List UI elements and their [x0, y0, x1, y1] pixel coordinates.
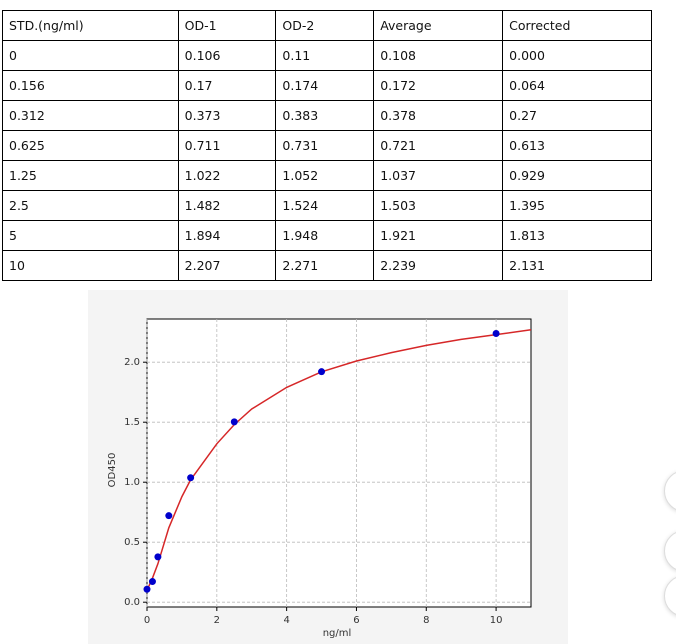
- y-tick-label: 0.5: [124, 537, 140, 548]
- table-cell: 0.711: [177, 130, 277, 161]
- y-tick-label: 2.0: [124, 357, 140, 368]
- x-tick-label: 4: [283, 615, 289, 626]
- table-row: 0.312 0.373 0.383 0.378 0.27: [2, 100, 652, 131]
- table-cell: 0.312: [2, 100, 179, 131]
- x-tick-label: 0: [144, 615, 150, 626]
- y-axis-label: OD450: [107, 453, 118, 488]
- table-cell: 2.239: [373, 250, 504, 281]
- table-cell: 0.106: [177, 40, 277, 71]
- y-tick-label: 1.5: [124, 417, 140, 428]
- table-row: 0 0.106 0.11 0.108 0.000: [2, 40, 652, 71]
- table-cell: 2.5: [2, 190, 179, 221]
- x-tick-label: 10: [490, 615, 503, 626]
- table-cell: 0.929: [502, 160, 652, 191]
- y-tick-label: 1.0: [124, 477, 140, 488]
- data-point: [154, 553, 162, 561]
- data-point: [492, 330, 500, 338]
- table-cell: 2.131: [502, 250, 652, 281]
- fit-curve: [146, 329, 532, 591]
- table-cell: Average: [373, 10, 504, 41]
- table-cell: 2.207: [177, 250, 277, 281]
- table-cell: Corrected: [502, 10, 652, 41]
- table-cell: STD.(ng/ml): [2, 10, 179, 41]
- table-cell: 1.921: [373, 220, 504, 251]
- data-point: [230, 418, 238, 426]
- table-row: 5 1.894 1.948 1.921 1.813: [2, 220, 652, 251]
- table-cell: 1.022: [177, 160, 277, 191]
- table-cell: 1.037: [373, 160, 504, 191]
- table-cell: 1.813: [502, 220, 652, 251]
- data-table: STD.(ng/ml) OD-1 OD-2 Average Corrected 0 0.10…: [2, 10, 652, 281]
- table-row: 10 2.207 2.271 2.239 2.131: [2, 250, 652, 281]
- table-cell: 0: [2, 40, 179, 71]
- y-tick-label: 0.0: [124, 597, 140, 608]
- table-header-row: STD.(ng/ml) OD-1 OD-2 Average Corrected: [2, 10, 652, 41]
- x-tick-label: 2: [214, 615, 220, 626]
- table-cell: 0.174: [275, 70, 375, 101]
- table-cell: 1.948: [275, 220, 375, 251]
- data-point: [165, 512, 173, 520]
- table-cell: 0.11: [275, 40, 375, 71]
- data-point: [148, 578, 156, 586]
- table-cell: 0.172: [373, 70, 504, 101]
- table-cell: 0.383: [275, 100, 375, 131]
- data-point: [143, 585, 151, 593]
- table-cell: 2.271: [275, 250, 375, 281]
- table-cell: OD-1: [177, 10, 277, 41]
- data-point: [318, 368, 326, 376]
- data-point: [187, 474, 195, 482]
- x-tick-label: 6: [353, 615, 359, 626]
- table-cell: 1.395: [502, 190, 652, 221]
- x-axis-label: ng/ml: [323, 628, 352, 639]
- table-cell: 0.378: [373, 100, 504, 131]
- table-cell: 10: [2, 250, 179, 281]
- table-cell: 0.721: [373, 130, 504, 161]
- x-tick-label: 8: [423, 615, 429, 626]
